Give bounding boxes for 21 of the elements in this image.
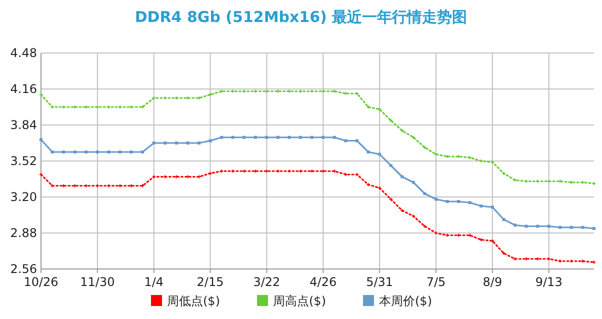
x-tick-label: 3/22 [253,275,280,289]
x-tick-label: 9/13 [535,275,562,289]
x-tick-label: 11/30 [80,275,115,289]
y-tick-label: 3.52 [10,154,37,168]
x-tick-label: 7/5 [426,275,446,289]
y-tick-label: 2.88 [10,226,37,240]
x-tick-label: 10/26 [24,275,58,289]
x-tick-label: 5/31 [366,275,394,289]
chart-title: DDR4 8Gb (512Mbx16) 最近一年行情走势图 [134,8,468,26]
legend-label: 周低点($) [167,294,220,308]
legend-label: 周高点($) [273,294,326,308]
x-tick-label: 2/15 [196,275,224,289]
x-tick-label: 1/4 [144,275,164,289]
legend-label: 本周价($) [379,294,432,308]
y-tick-label: 4.16 [10,82,37,96]
y-tick-label: 4.48 [10,46,37,60]
x-tick-label: 4/26 [310,275,337,289]
y-tick-label: 3.84 [10,118,37,132]
y-tick-label: 2.56 [10,262,37,276]
x-tick-label: 8/9 [482,275,502,289]
y-tick-label: 3.20 [10,190,37,204]
